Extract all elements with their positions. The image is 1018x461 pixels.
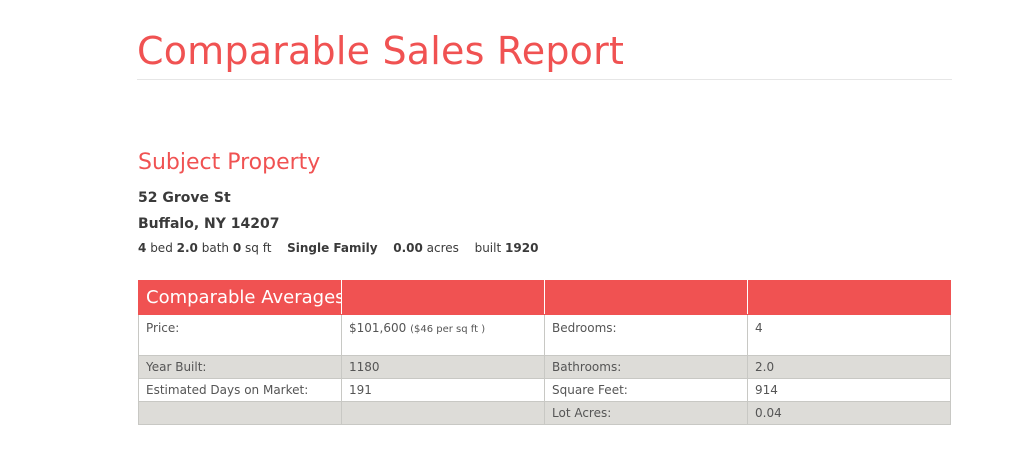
bedrooms-value: 4 — [747, 314, 951, 356]
subject-property-heading: Subject Property — [138, 150, 321, 175]
subject-sqft-label: sq ft — [245, 241, 272, 255]
empty-cell — [341, 401, 545, 425]
subject-beds: 4 — [138, 241, 147, 255]
lot-acres-value: 0.04 — [747, 401, 951, 425]
table-header-cell — [341, 280, 545, 315]
subject-beds-label: bed — [150, 241, 173, 255]
days-on-market-label: Estimated Days on Market: — [138, 378, 342, 402]
empty-cell — [138, 401, 342, 425]
year-built-label: Year Built: — [138, 355, 342, 379]
days-on-market-value: 191 — [341, 378, 545, 402]
square-feet-value: 914 — [747, 378, 951, 402]
subject-acres: 0.00 — [393, 241, 423, 255]
bathrooms-value: 2.0 — [747, 355, 951, 379]
subject-baths: 2.0 — [176, 241, 198, 255]
year-built-value: 1180 — [341, 355, 545, 379]
price-value-cell: $101,600 ($46 per sq ft ) — [341, 314, 545, 356]
table-row: Lot Acres: 0.04 — [138, 401, 951, 425]
bathrooms-label: Bathrooms: — [544, 355, 748, 379]
subject-sqft: 0 — [232, 241, 242, 255]
subject-acres-label: acres — [426, 241, 459, 255]
subject-address-city: Buffalo, NY 14207 — [138, 216, 280, 232]
table-header-cell — [747, 280, 951, 315]
table-row: Estimated Days on Market: 191 Square Fee… — [138, 378, 951, 402]
price-label: Price: — [138, 314, 342, 356]
lot-acres-label: Lot Acres: — [544, 401, 748, 425]
subject-built-label: built — [474, 241, 502, 255]
subject-baths-label: bath — [201, 241, 230, 255]
comparable-averages-heading: Comparable Averages — [138, 280, 342, 315]
subject-details: 4 bed 2.0 bath 0 sq ft Single Family 0.0… — [138, 240, 538, 256]
bedrooms-label: Bedrooms: — [544, 314, 748, 356]
table-header-cell — [544, 280, 748, 315]
report-title: Comparable Sales Report — [137, 29, 625, 73]
price-value: $101,600 — [349, 321, 407, 335]
subject-type: Single Family — [287, 241, 378, 255]
table-row: Price: $101,600 ($46 per sq ft ) Bedroom… — [138, 314, 951, 356]
title-divider — [137, 79, 952, 80]
table-header-row: Comparable Averages — [138, 280, 951, 315]
table-row: Year Built: 1180 Bathrooms: 2.0 — [138, 355, 951, 379]
comparable-averages-table: Comparable Averages Price: $101,600 ($46… — [138, 280, 951, 425]
price-per-sqft: ($46 per sq ft ) — [410, 324, 486, 335]
square-feet-label: Square Feet: — [544, 378, 748, 402]
subject-built: 1920 — [505, 241, 539, 255]
subject-address-street: 52 Grove St — [138, 190, 231, 206]
